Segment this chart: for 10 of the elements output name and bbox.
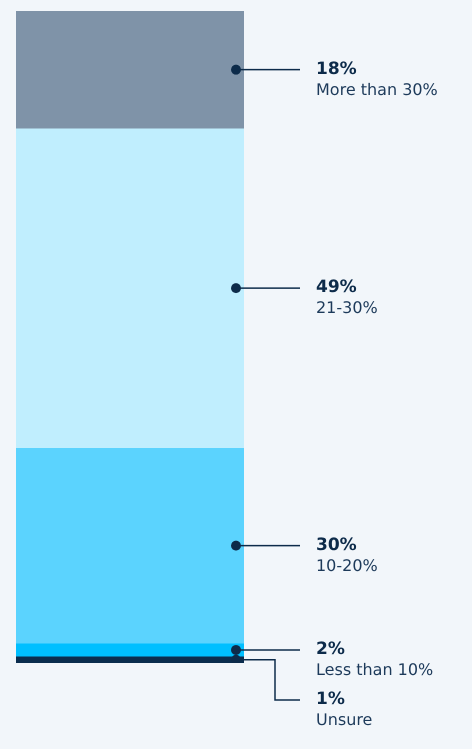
data-label: 2% [316,639,345,659]
text: Unsure [316,710,372,729]
data-label: 18% [316,59,357,79]
text: More than 30% [316,80,438,99]
text: 21-30% [316,298,378,317]
data-label: 1% [316,689,345,709]
text: Less than 10% [316,660,434,679]
data-label: 30% [316,535,357,555]
text: 10-20% [316,556,378,575]
data-label: 49% [316,277,357,297]
